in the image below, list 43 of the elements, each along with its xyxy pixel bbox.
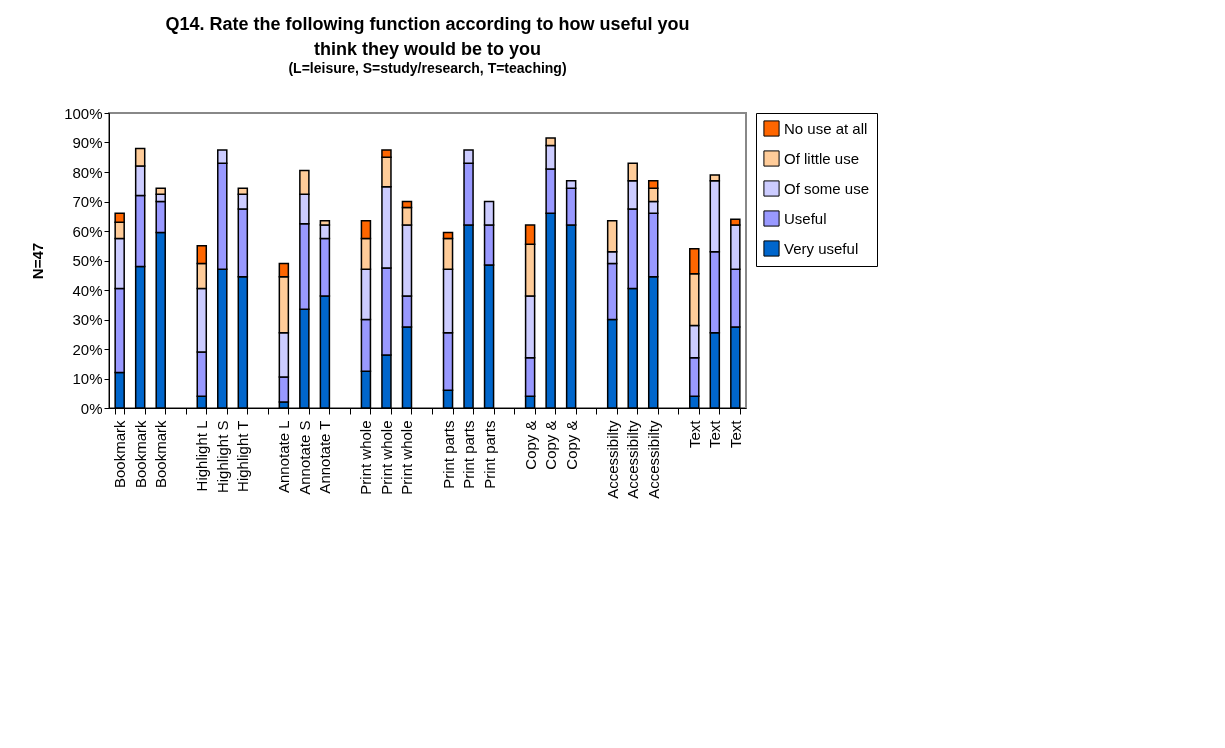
x-tick-label: Highlight S [213,420,231,494]
y-tick-label: 30% [72,311,103,328]
x-tick-label: Copy & [562,420,580,470]
y-tick-label: 50% [72,252,103,269]
legend-label: Useful [784,209,827,227]
x-tick-label: Text [685,419,703,449]
legend-label: Very useful [784,239,859,257]
x-tick-label: Print whole [357,420,375,495]
x-tick-label: Print parts [439,420,457,489]
x-tick-label: Bookmark [111,420,129,489]
x-tick-label: Accessibilty [624,420,642,499]
x-tick-label: Bookmark [131,420,149,489]
chart-title: Q14. Rate the following function according to how useful you think they would be to you [165,14,690,59]
legend-label: No use at all [784,119,868,137]
x-tick-label: Annotate T [316,420,334,494]
x-tick-label: Text [706,419,724,449]
x-tick-label: Print whole [377,420,395,495]
x-tick-label: Print parts [480,420,498,489]
x-tick-label: Accessibilty [603,420,621,499]
x-tick-label: Highlight L [193,420,211,492]
legend-label: Of some use [784,179,870,197]
x-tick-label: Copy & [521,420,539,470]
x-tick-label: Print whole [398,420,416,495]
x-tick-label: Bookmark [152,420,170,489]
x-tick-label: Annotate S [295,420,313,495]
x-tick-label: Print parts [460,420,478,489]
legend-label: Of little use [784,149,860,167]
x-tick-label: Text [726,419,744,449]
x-tick-label: Accessibilty [644,420,662,499]
y-tick-label: 80% [72,163,103,181]
y-tick-label: 10% [72,370,103,387]
x-tick-label: Annotate L [275,420,293,494]
x-tick-label: Copy & [542,420,560,470]
y-tick-label: 90% [72,134,103,151]
y-tick-label: 20% [72,340,103,358]
y-tick-label: 40% [72,281,103,299]
y-tick-label: 60% [72,222,103,240]
y-axis-title: N=47 [29,242,47,280]
y-tick-label: 70% [72,193,103,210]
chart-subtitle: (L=leisure, S=study/research, T=teaching) [288,60,567,76]
y-tick-label: 100% [64,104,103,122]
x-tick-label: Highlight T [234,420,252,492]
y-tick-label: 0% [80,399,103,417]
